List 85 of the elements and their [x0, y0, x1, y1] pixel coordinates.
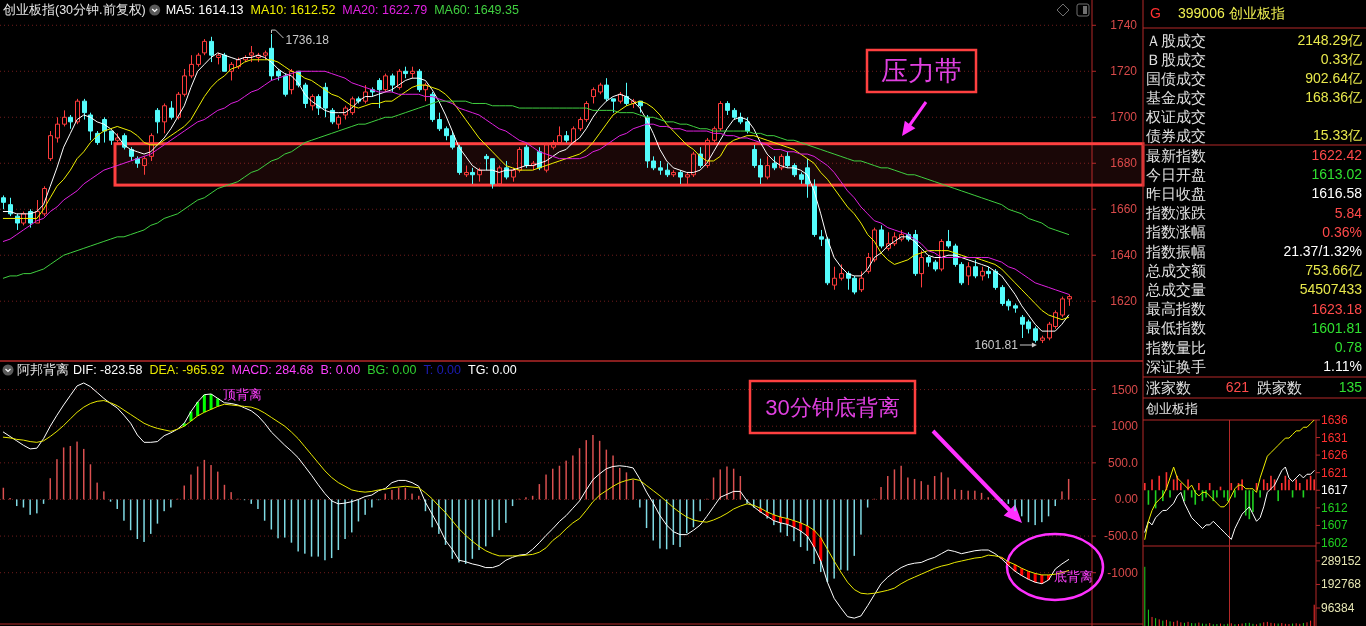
text: 1601.81 [1311, 319, 1362, 336]
text: MA10: 1612.52 [250, 3, 336, 17]
annotation: 1736.18 [285, 33, 330, 48]
category-label: Ａ股成交 [1146, 31, 1206, 49]
y-tick-label: 1620 [1110, 294, 1138, 309]
y-tick-label: 1621 [1321, 465, 1349, 480]
series-label: DIF: -823.58 [73, 363, 143, 377]
category-label: 今日开盘 [1146, 165, 1206, 183]
text: 1613.02 [1311, 166, 1362, 183]
category-label: 总成交量 [1145, 280, 1206, 298]
category-label: 债券成交 [1146, 126, 1206, 144]
category-label: 总成交额 [1145, 261, 1206, 279]
y-tick-label: 1607 [1321, 518, 1349, 533]
category-label: 昨日收盘 [1146, 184, 1206, 202]
y-tick-label: 289152 [1321, 553, 1362, 568]
y-tick-label: 1612 [1321, 500, 1349, 515]
y-tick-label: -1000 [1107, 565, 1139, 580]
y-tick-label: 1700 [1110, 110, 1138, 125]
annotation: BG: 0.00 [367, 363, 417, 377]
category-label: 指数振幅 [1145, 242, 1206, 260]
y-tick-label: 1636 [1321, 413, 1349, 427]
text: 1622.42 [1311, 147, 1362, 163]
y-tick-label: 1640 [1110, 248, 1138, 263]
annotation: 30分钟底背离 [765, 394, 900, 420]
category-label: 最低指数 [1146, 319, 1206, 337]
y-tick-label: 500.0 [1107, 455, 1139, 470]
category-label: 指数量比 [1145, 338, 1206, 356]
text: 621 [1225, 379, 1249, 395]
text: 5.84 [1334, 204, 1362, 221]
text: 1616.58 [1311, 185, 1362, 202]
text: 21.37/1.32% [1283, 243, 1362, 259]
category-label: 最新指数 [1146, 146, 1206, 164]
text: 399006 创业板指 [1178, 5, 1285, 21]
category-label: 指数涨跌 [1145, 204, 1206, 222]
annotation: MACD: 284.68 [231, 363, 314, 377]
category-label: 最高指数 [1146, 300, 1206, 318]
text: 1623.18 [1311, 300, 1362, 317]
category-label: 涨家数 [1146, 378, 1191, 396]
text: 168.36亿 [1305, 89, 1362, 105]
legend-label: MA5: 1614.13 [165, 3, 244, 17]
chart-title: 阿邦背离 [17, 362, 69, 377]
text: 2148.29亿 [1297, 32, 1362, 48]
y-tick-label: 1602 [1321, 536, 1349, 550]
text: MA60: 1649.35 [434, 3, 519, 17]
y-tick-label: 1680 [1110, 156, 1138, 171]
text: 902.64亿 [1305, 70, 1362, 86]
y-tick-label: 192768 [1321, 577, 1362, 592]
category-label: 权证成交 [1145, 107, 1206, 125]
text: DEA: -965.92 [149, 363, 225, 377]
y-tick-label: 1660 [1110, 202, 1138, 217]
annotation: B: 0.00 [320, 363, 361, 377]
annotation: T: 0.00 [423, 363, 462, 377]
text: G [1150, 5, 1161, 21]
text: 15.33亿 [1312, 127, 1362, 143]
y-tick-label: 1626 [1321, 448, 1349, 463]
category-label: 深证换手 [1146, 357, 1206, 375]
text: 1.11% [1323, 358, 1362, 375]
y-tick-label: 1720 [1110, 64, 1138, 79]
text: 753.66亿 [1305, 262, 1362, 279]
text: MA20: 1622.79 [342, 3, 428, 17]
y-tick-label: 1740 [1110, 18, 1138, 33]
text: 0.78 [1334, 339, 1362, 355]
category-label: 跌家数 [1257, 378, 1302, 396]
band-label: 压力带 [881, 56, 962, 86]
y-tick-label: 1000 [1111, 419, 1139, 434]
series-label: 顶背离 [222, 387, 262, 403]
text: 0.33亿 [1320, 51, 1362, 67]
text: 0.36% [1322, 223, 1362, 240]
category-label: 指数涨幅 [1145, 223, 1206, 241]
category-label: Ｂ股成交 [1146, 50, 1206, 68]
annotation: 1601.81 [974, 338, 1019, 353]
series-label: 底背离 [1053, 569, 1093, 585]
y-tick-label: -500.0 [1103, 529, 1139, 544]
category-label: 国债成交 [1146, 69, 1206, 87]
chart-title: 创业板指 [1146, 402, 1198, 416]
annotation: TG: 0.00 [468, 363, 517, 377]
text: 54507433 [1299, 281, 1362, 298]
y-tick-label: 1631 [1321, 430, 1349, 445]
y-tick-label: 1500 [1111, 382, 1139, 397]
y-tick-label: 96384 [1321, 601, 1355, 616]
y-tick-label: 1617 [1321, 483, 1349, 498]
y-tick-label: 0.00 [1114, 492, 1139, 507]
category-label: 基金成交 [1146, 88, 1206, 106]
chart-title: 创业板指(30分钟.前复权) [3, 3, 146, 17]
text: 135 [1338, 379, 1362, 395]
